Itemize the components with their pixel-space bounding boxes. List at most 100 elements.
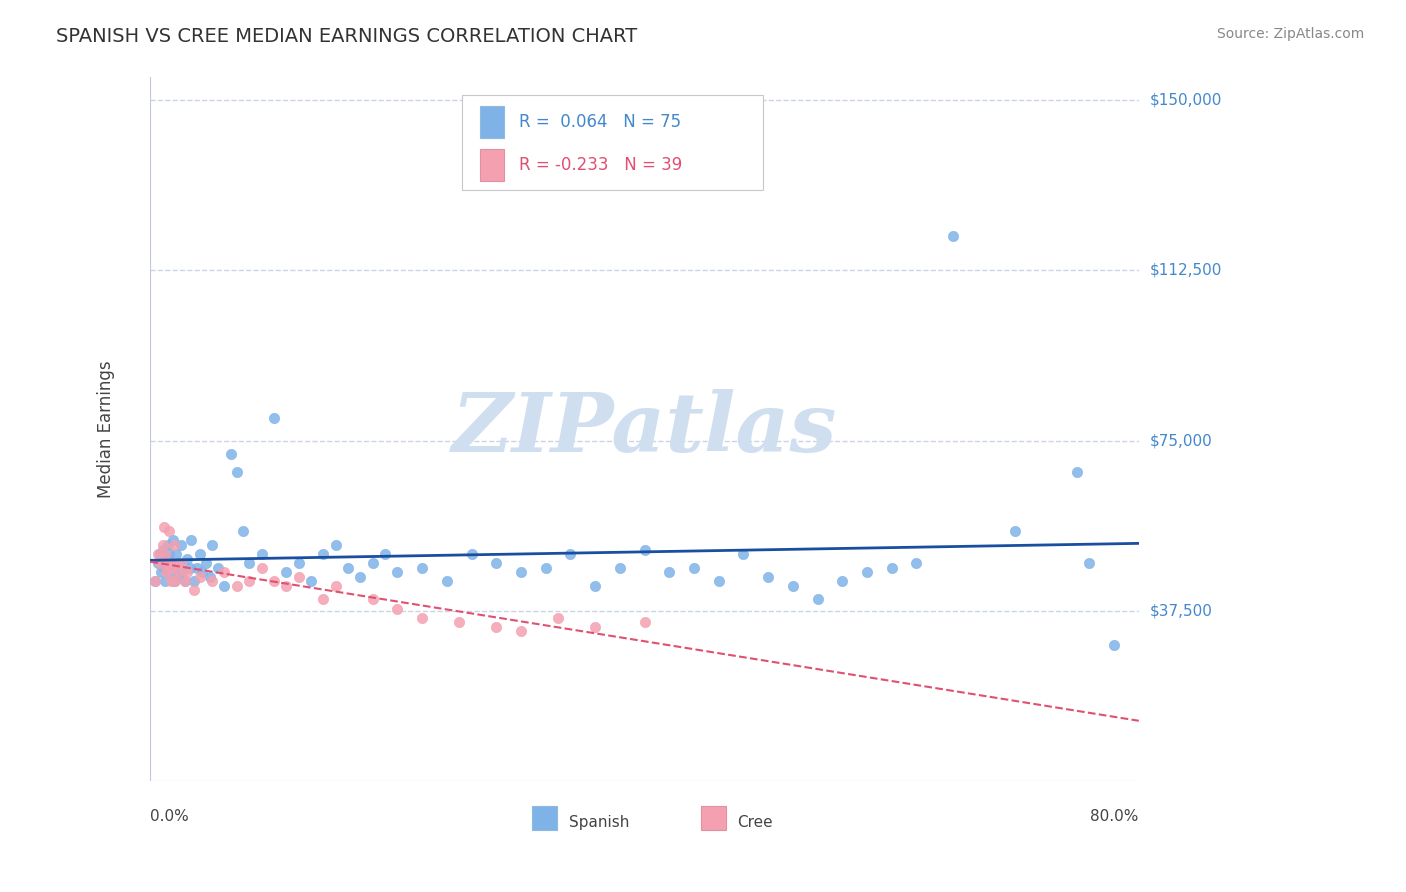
Text: 80.0%: 80.0%: [1091, 809, 1139, 824]
Point: [155, 565, 177, 579]
Point: [238, 556, 260, 570]
Point: [225, 466, 247, 480]
Point: [633, 615, 655, 629]
Point: [163, 574, 186, 589]
Point: [349, 570, 371, 584]
Point: [207, 560, 229, 574]
Point: [146, 556, 169, 570]
Point: [165, 547, 187, 561]
Point: [165, 574, 187, 589]
Point: [153, 520, 176, 534]
Point: [232, 524, 254, 539]
FancyBboxPatch shape: [461, 95, 763, 190]
Point: [153, 547, 176, 561]
Point: [188, 570, 211, 584]
Point: [263, 574, 285, 589]
Point: [683, 560, 706, 574]
Point: [201, 538, 224, 552]
Point: [143, 574, 166, 589]
Point: [782, 579, 804, 593]
Point: [276, 565, 298, 579]
Point: [361, 556, 384, 570]
Point: [436, 574, 458, 589]
Point: [1066, 466, 1088, 480]
Point: [633, 542, 655, 557]
Point: [299, 574, 322, 589]
Point: [191, 565, 214, 579]
Point: [157, 524, 180, 539]
Point: [179, 560, 201, 574]
Point: [165, 560, 187, 574]
Bar: [479, 106, 505, 137]
Point: [174, 574, 197, 589]
Point: [287, 556, 309, 570]
Point: [183, 583, 205, 598]
Point: [449, 615, 471, 629]
Point: [806, 592, 828, 607]
Point: [880, 560, 903, 574]
Point: [143, 574, 166, 589]
Text: $37,500: $37,500: [1150, 603, 1213, 618]
Point: [180, 533, 202, 548]
Point: [166, 570, 188, 584]
Text: R =  0.064   N = 75: R = 0.064 N = 75: [519, 113, 681, 131]
Point: [411, 560, 433, 574]
Point: [312, 592, 335, 607]
Text: 0.0%: 0.0%: [150, 809, 190, 824]
Point: [387, 601, 409, 615]
Point: [170, 556, 193, 570]
Point: [756, 570, 779, 584]
Point: [387, 565, 409, 579]
Point: [534, 560, 557, 574]
Point: [163, 538, 186, 552]
Point: [183, 574, 205, 589]
Point: [485, 556, 508, 570]
Point: [337, 560, 360, 574]
Point: [153, 560, 176, 574]
Point: [152, 542, 174, 557]
Text: Cree: Cree: [737, 814, 773, 830]
Point: [174, 574, 197, 589]
Point: [609, 560, 631, 574]
Text: $75,000: $75,000: [1150, 434, 1212, 448]
Point: [287, 570, 309, 584]
Point: [547, 610, 569, 624]
Point: [176, 551, 198, 566]
Point: [707, 574, 730, 589]
Point: [250, 547, 273, 561]
Point: [1004, 524, 1026, 539]
Point: [166, 565, 188, 579]
Text: R = -0.233   N = 39: R = -0.233 N = 39: [519, 156, 682, 174]
Text: Source: ZipAtlas.com: Source: ZipAtlas.com: [1216, 27, 1364, 41]
Point: [172, 565, 194, 579]
Point: [325, 538, 347, 552]
Point: [263, 410, 285, 425]
Point: [374, 547, 396, 561]
Point: [157, 547, 180, 561]
Point: [583, 620, 606, 634]
Point: [156, 556, 179, 570]
Point: [150, 565, 173, 579]
Point: [219, 447, 242, 461]
Point: [856, 565, 879, 579]
Point: [1102, 638, 1125, 652]
Point: [159, 565, 181, 579]
Point: [583, 579, 606, 593]
Point: [146, 547, 169, 561]
Point: [167, 556, 190, 570]
Point: [201, 574, 224, 589]
Text: $150,000: $150,000: [1150, 93, 1222, 108]
Point: [510, 565, 533, 579]
Point: [156, 538, 179, 552]
Point: [460, 547, 482, 561]
Point: [905, 556, 928, 570]
Point: [225, 579, 247, 593]
Point: [325, 579, 347, 593]
Point: [214, 565, 236, 579]
Point: [162, 533, 184, 548]
Point: [942, 229, 965, 244]
Point: [411, 610, 433, 624]
Point: [149, 547, 172, 561]
Text: Median Earnings: Median Earnings: [97, 360, 115, 498]
Point: [176, 565, 198, 579]
